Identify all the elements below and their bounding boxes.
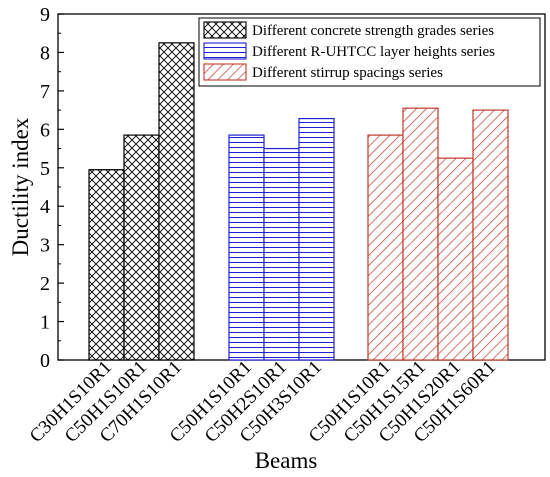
legend-swatch [203, 21, 247, 39]
y-tick-label: 3 [40, 235, 50, 257]
legend-label: Different concrete strength grades serie… [252, 23, 494, 39]
bar [263, 147, 300, 361]
bar [437, 157, 474, 361]
bar [472, 109, 509, 361]
bar [228, 134, 265, 361]
y-tick-label: 2 [40, 273, 50, 295]
y-tick-label: 1 [40, 312, 50, 334]
legend-label: Different R-UHTCC layer heights series [252, 44, 495, 60]
bar [367, 134, 404, 361]
category-labels: C30H1S10R1C50H1S10R1C70H1S10R1C50H1S10R1… [26, 357, 500, 447]
axis-layer: 0 1 2 3 4 5 6 7 8 9 [40, 4, 64, 372]
y-tick-label: 8 [40, 42, 50, 64]
y-axis-title: Ductility index [8, 117, 33, 256]
y-tick-label: 7 [40, 81, 50, 103]
bar [88, 169, 125, 361]
bar [298, 117, 335, 361]
legend-label: Different stirrup spacings series [252, 65, 443, 81]
bar [402, 107, 439, 361]
legend-swatch [203, 42, 247, 60]
bars-layer [88, 42, 509, 361]
y-tick-label: 6 [40, 119, 50, 141]
legend: Different concrete strength grades serie… [198, 17, 541, 87]
y-tick-label: 0 [40, 350, 50, 372]
bar [123, 134, 160, 361]
x-axis-title: Beams [255, 448, 318, 473]
y-tick-label: 9 [40, 4, 50, 26]
y-tick-label: 4 [40, 196, 50, 218]
legend-swatch [203, 63, 247, 81]
y-tick-label: 5 [40, 158, 50, 180]
legend-box [198, 17, 541, 87]
bar [158, 42, 195, 361]
